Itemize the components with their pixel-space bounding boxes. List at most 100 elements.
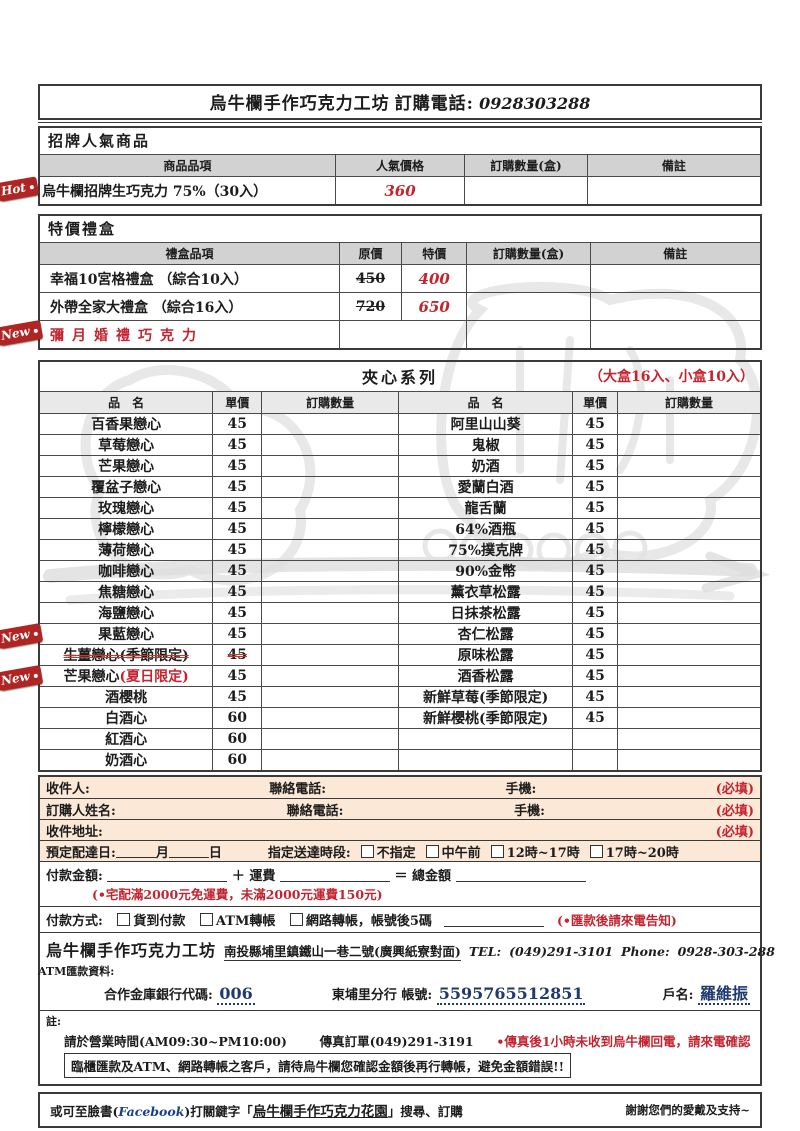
qty-cell[interactable] (466, 320, 591, 348)
qty-cell[interactable] (261, 455, 400, 477)
amount-label: 付款金額: (46, 869, 103, 884)
qty-cell[interactable] (616, 560, 760, 582)
qty-cell[interactable] (616, 581, 760, 603)
total-label: ＝ 總金額 (394, 869, 451, 884)
item-price-cell: 45 (212, 644, 263, 666)
qty-cell[interactable] (616, 749, 760, 770)
col-header: 單價 (212, 391, 263, 414)
sale-price: 650 (418, 297, 450, 316)
remark-cell[interactable] (586, 176, 760, 204)
account-last5-field[interactable] (444, 913, 545, 927)
item-name: 果藍戀心 (98, 627, 155, 643)
gift-header-row: 禮盒品項 原價 特價 訂購數量(盒) 備註 (40, 242, 760, 265)
qty-cell[interactable] (616, 707, 760, 729)
qty-cell[interactable] (616, 518, 760, 540)
shipping-field[interactable] (279, 868, 390, 882)
atm-checkbox[interactable] (199, 913, 213, 926)
qty-cell[interactable] (616, 644, 760, 666)
required-stamp: (必填) (715, 824, 754, 840)
item-price-cell: 45 (212, 623, 263, 645)
qty-cell[interactable] (464, 176, 588, 204)
day-label: 日 (208, 845, 222, 861)
qty-cell[interactable] (616, 623, 760, 645)
remark-cell[interactable] (589, 292, 760, 321)
time-checkbox-17-20[interactable] (589, 844, 603, 858)
item-price-cell: 45 (572, 434, 618, 456)
fancy-row: 生薑戀心(季節限定) 45 原味松露 45 (40, 644, 760, 666)
qty-cell[interactable] (616, 665, 760, 687)
qty-cell[interactable] (616, 476, 760, 498)
cod-checkbox[interactable] (117, 913, 131, 926)
total-field[interactable] (455, 868, 586, 882)
time-checkbox-before-noon[interactable] (425, 844, 439, 858)
qty-cell[interactable] (616, 497, 760, 519)
qty-cell[interactable] (466, 292, 591, 321)
time-checkbox-any[interactable] (360, 844, 374, 858)
month-field[interactable] (115, 844, 156, 858)
hot-badge: Hot (0, 176, 40, 203)
qty-cell[interactable] (261, 644, 400, 666)
qty-cell[interactable] (616, 455, 760, 477)
qty-cell[interactable] (261, 497, 400, 519)
remark-cell[interactable] (589, 264, 760, 293)
amount-field[interactable] (107, 868, 228, 882)
qty-cell[interactable] (261, 434, 400, 456)
qty-cell[interactable] (261, 749, 400, 770)
qty-cell[interactable] (261, 413, 400, 435)
qty-cell[interactable] (261, 623, 400, 645)
qty-cell[interactable] (616, 539, 760, 561)
time-checkbox-12-17[interactable] (490, 844, 504, 858)
fancy-row: New 芒果戀心(夏日限定) 45 酒香松露 45 (0, 664, 760, 693)
qty-cell[interactable] (616, 686, 760, 708)
qty-cell[interactable] (261, 686, 400, 708)
item-price-cell: 45 (212, 413, 263, 435)
item-price-cell: 45 (572, 644, 618, 666)
qty-cell[interactable] (616, 728, 760, 750)
item-name-cell: 日抹茶松露 (398, 602, 574, 624)
item-name: 龍舌蘭 (464, 501, 507, 517)
item-name-cell: 64%酒瓶 (398, 518, 574, 540)
qty-cell[interactable] (261, 539, 400, 561)
item-price-cell: 45 (572, 686, 618, 708)
qty-cell[interactable] (261, 665, 400, 687)
item-price-cell: 45 (572, 476, 618, 498)
item-name: 生薑戀心(季節限定) (63, 648, 189, 664)
item-price: 45 (585, 521, 605, 537)
qty-cell[interactable] (261, 581, 400, 603)
time-option-label: 中午前 (441, 845, 481, 861)
item-name: 薄荷戀心 (98, 543, 155, 559)
item-price-cell (572, 749, 618, 770)
qty-cell[interactable] (466, 264, 591, 293)
box-size-note: （大盒16入、小盒10入） (589, 369, 754, 385)
online-transfer-checkbox[interactable] (289, 913, 303, 926)
price-cell (339, 320, 468, 348)
col-header: 訂購數量 (261, 391, 400, 414)
qty-cell[interactable] (261, 602, 400, 624)
item-name-cell (398, 728, 574, 750)
item-name-cell: 原味松露 (398, 644, 574, 666)
qty-cell[interactable] (616, 602, 760, 624)
bank-code: 006 (217, 984, 255, 1005)
item-name: 紅酒心 (105, 732, 148, 748)
day-field[interactable] (168, 844, 209, 858)
fancy-header-row: 品 名 單價 訂購數量 品 名 單價 訂購數量 (40, 391, 760, 414)
item-price-cell: 45 (212, 476, 263, 498)
item-name: 檸檬戀心 (98, 522, 155, 538)
remark-cell[interactable] (589, 320, 760, 348)
qty-cell[interactable] (261, 560, 400, 582)
item-name-red-part: (夏日限定) (119, 669, 189, 685)
title-underline (38, 122, 762, 123)
qty-cell[interactable] (261, 728, 400, 750)
orderer-label: 訂購人姓名: (46, 803, 116, 819)
qty-cell[interactable] (261, 518, 400, 540)
item-name: 杏仁松露 (457, 627, 514, 643)
qty-cell[interactable] (616, 413, 760, 435)
qty-cell[interactable] (261, 476, 400, 498)
facebook-link[interactable]: Facebook (118, 1104, 185, 1119)
qty-cell[interactable] (616, 434, 760, 456)
qty-cell[interactable] (261, 707, 400, 729)
col-header: 特價 (400, 242, 468, 265)
item-price: 45 (227, 584, 248, 600)
contact-label: 聯絡電話: (286, 803, 344, 819)
popular-table: 商品品項 人氣價格 訂購數量(盒) 備註 Hot 烏牛欄招牌生巧克力 75%（3… (0, 154, 760, 204)
